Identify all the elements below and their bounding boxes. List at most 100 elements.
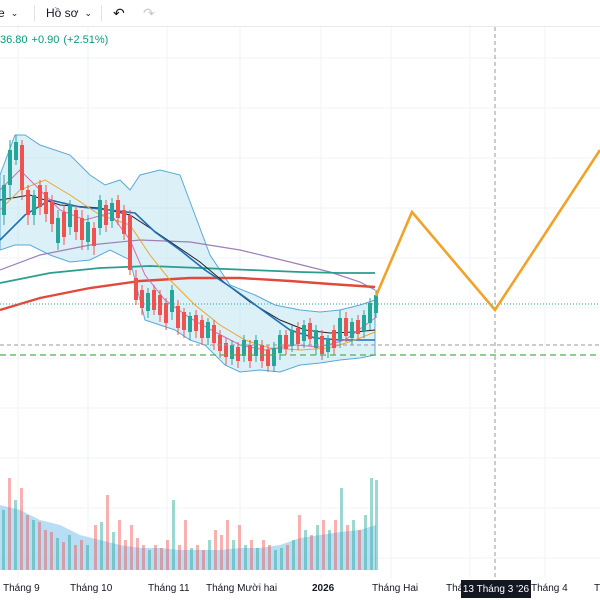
volume-bar [352,520,355,570]
volume-bar [190,548,193,570]
candle-down [50,202,54,224]
volume-bars [2,478,378,570]
candle-down [164,303,168,323]
volume-bar [340,488,343,570]
candle-down [152,290,156,310]
candle-down [236,347,240,361]
candle-down [224,343,228,357]
undo-icon[interactable]: ↶ [113,4,125,21]
toolbar-divider [101,5,102,21]
volume-bar [328,530,331,570]
volume-bar [298,515,301,570]
volume-bar [256,548,259,570]
layout-dropdown[interactable]: e ⌄ [0,4,18,22]
x-label: Tháng Hai [372,583,418,594]
volume-bar [172,500,175,570]
candle-down [284,335,288,349]
candle-down [296,328,300,344]
volume-bar [100,522,103,570]
volume-bar [124,540,127,570]
price-change: +0.90 [31,34,60,46]
volume-bar [274,550,277,570]
candle-down [116,200,120,218]
candles [2,135,378,372]
candle-up [278,335,282,353]
redo-icon[interactable]: ↷ [143,4,155,21]
candle-down [266,350,270,366]
profile-dropdown-label: Hồ sơ [46,6,79,20]
candle-down [20,145,24,190]
volume-bar [20,488,23,570]
price-header: 36.80 +0.90 (+2.51%) [0,34,112,46]
candle-down [260,345,264,361]
volume-bar [268,545,271,570]
volume-bar [214,530,217,570]
volume-bar [226,520,229,570]
candle-down [212,325,216,343]
candle-up [362,315,366,331]
x-label: Tháng 11 [148,583,190,594]
candle-down [194,315,198,331]
volume-bar [310,535,313,570]
candle-down [308,323,312,339]
x-label: Tháng Mười hai [206,583,277,594]
candle-up [8,150,12,185]
volume-bar [44,530,47,570]
candle-up [110,203,114,221]
candle-down [332,330,336,348]
candle-up [350,322,354,338]
x-label: Tháng 10 [70,583,113,594]
candle-down [176,306,180,328]
candle-down [62,212,66,237]
candle-up [146,293,150,311]
candle-up [230,345,234,359]
forecast-path [374,149,600,313]
chevron-down-icon: ⌄ [10,7,19,18]
candle-up [188,316,192,332]
volume-bar [238,525,241,570]
candle-up [368,303,372,323]
volume-bar [316,525,319,570]
candle-down [158,295,162,315]
candle-down [80,218,84,240]
volume-bar [244,545,247,570]
volume-area [0,505,376,570]
volume-bar [148,550,151,570]
candle-down [104,205,108,225]
volume-bar [280,548,283,570]
candle-down [218,335,222,351]
candle-down [122,210,126,234]
layout-dropdown-label: e [0,6,5,20]
volume-bar [14,500,17,570]
volume-bar [32,520,35,570]
candle-up [242,340,246,356]
volume-bar [50,532,53,570]
volume-bar [322,520,325,570]
x-label: Tháng 4 [531,583,568,594]
volume-bar [178,545,181,570]
candle-up [290,330,294,346]
profile-dropdown[interactable]: Hồ sơ ⌄ [46,4,92,22]
chevron-down-icon: ⌄ [84,7,93,18]
volume-bar [74,545,77,570]
candle-up [98,200,102,228]
volume-bar [142,545,145,570]
volume-bar [334,520,337,570]
x-label: Tháng 9 [3,583,40,594]
candle-up [272,348,276,366]
candle-up [32,195,36,215]
volume-bar [136,538,139,570]
volume-bar [286,545,289,570]
volume-bar [220,535,223,570]
candle-down [128,215,132,270]
candle-down [44,192,48,214]
candle-up [14,142,18,160]
crosshair-date-label: 13 Tháng 3 '26 [461,580,531,598]
candle-up [206,322,210,338]
volume-bar [86,545,89,570]
volume-bar [358,530,361,570]
candle-up [254,340,258,356]
candle-up [338,318,342,340]
volume-bar [250,540,253,570]
